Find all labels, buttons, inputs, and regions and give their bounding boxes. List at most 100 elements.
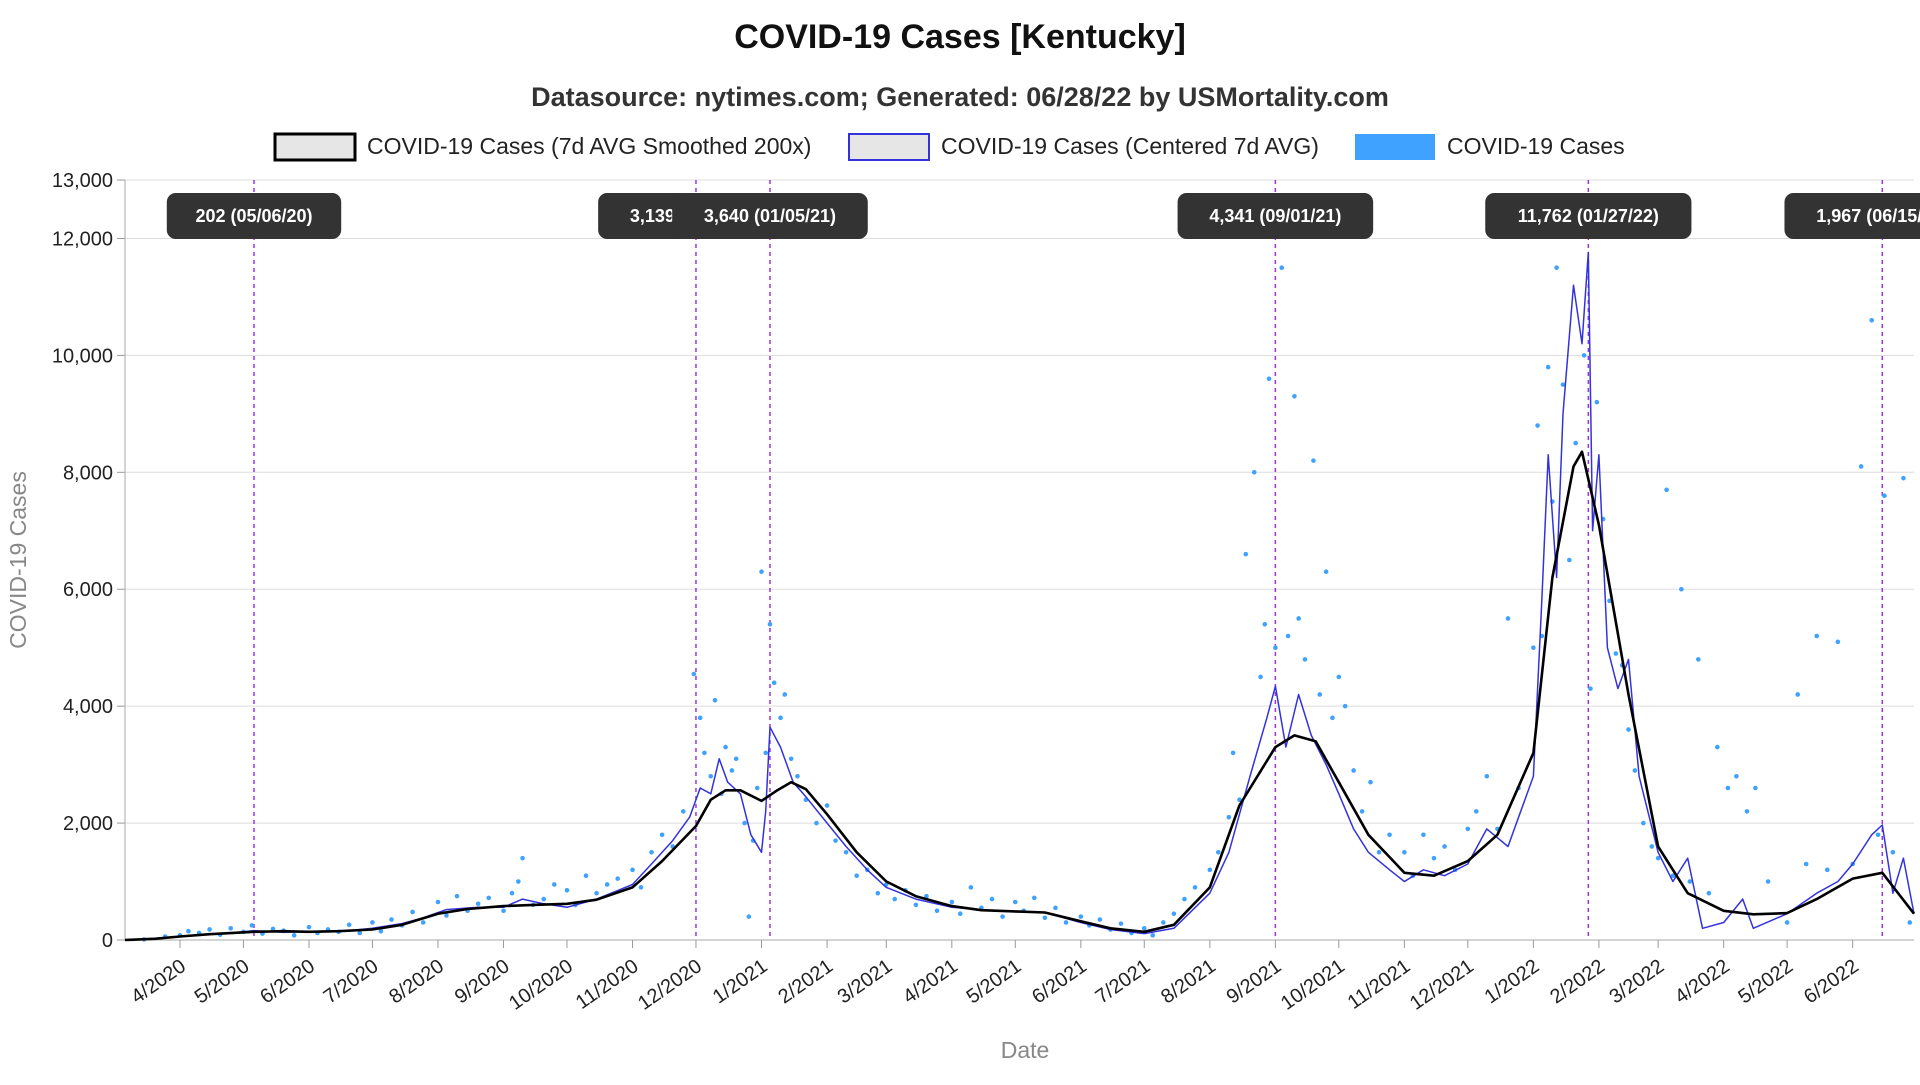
data-point: [1421, 832, 1426, 838]
data-point: [1795, 692, 1800, 697]
data-point: [795, 774, 800, 779]
y-tick-label: 8,000: [63, 462, 113, 484]
chart-legend: COVID-19 Cases (7d AVG Smoothed 200x) COV…: [273, 132, 1625, 162]
annotation-label-box: [166, 193, 342, 239]
annotation-label-text: 4,341 (09/01/21): [1209, 206, 1341, 226]
data-point: [949, 899, 955, 905]
annotation-label-box: [1784, 193, 1920, 239]
data-point: [551, 882, 557, 887]
data-point: [541, 896, 547, 902]
data-point: [1626, 727, 1631, 732]
data-point: [1484, 774, 1490, 779]
data-point: [1207, 867, 1213, 873]
data-point: [604, 882, 610, 887]
data-point: [1012, 899, 1018, 905]
x-tick-label: 8/2021: [1157, 955, 1220, 1008]
data-point: [875, 890, 881, 896]
data-point: [1573, 440, 1578, 446]
data-point: [968, 885, 974, 890]
x-tick-label: 1/2021: [709, 955, 772, 1008]
annotation-label-box: [1485, 193, 1692, 239]
legend-label: COVID-19 Cases (Centered 7d AVG): [941, 133, 1319, 159]
data-point: [1875, 832, 1881, 838]
data-point: [564, 888, 570, 893]
data-point: [1251, 470, 1257, 475]
data-point: [712, 698, 718, 703]
data-point: [788, 756, 794, 762]
data-point: [1560, 382, 1566, 387]
data-point: [1835, 639, 1841, 645]
data-point: [1296, 616, 1301, 621]
data-point: [1226, 814, 1232, 820]
x-tick-label: 2/2022: [1546, 955, 1609, 1008]
y-tick-label: 10,000: [52, 345, 113, 367]
data-point: [1641, 820, 1646, 826]
data-point: [454, 893, 460, 899]
x-tick-label: 9/2021: [1223, 955, 1286, 1008]
x-tick-label: 4/2021: [899, 955, 962, 1008]
data-point: [389, 917, 394, 922]
data-point: [1402, 850, 1407, 855]
data-point: [1342, 703, 1348, 709]
data-point: [410, 909, 415, 915]
data-point: [630, 867, 635, 873]
x-tick-label: 4/2022: [1671, 955, 1734, 1008]
data-point: [814, 820, 819, 826]
data-point: [1302, 657, 1308, 662]
data-point: [1042, 915, 1048, 921]
x-tick-label: 6/2021: [1028, 955, 1091, 1008]
data-point: [486, 895, 492, 901]
legend-swatch-line: [848, 133, 930, 161]
chart-title: COVID-19 Cases [Kentucky]: [734, 18, 1186, 56]
data-point: [1907, 920, 1913, 925]
y-tick-label: 6,000: [63, 579, 113, 601]
data-point: [249, 923, 255, 928]
x-tick-label: 8/2020: [385, 955, 448, 1008]
data-point: [1273, 645, 1278, 650]
data-point: [520, 855, 525, 861]
data-point: [615, 876, 621, 881]
data-point: [763, 750, 769, 756]
data-point: [1679, 586, 1684, 592]
data-point: [1182, 896, 1187, 902]
data-point: [270, 926, 276, 932]
data-point: [1655, 855, 1661, 861]
data-point: [1053, 905, 1058, 911]
data-point: [1279, 265, 1285, 270]
data-point: [782, 692, 788, 697]
annotation-labels: 202 (05/06/20)3,139 (12/01/20)3,640 (01/…: [166, 193, 1920, 239]
data-point: [1078, 914, 1084, 919]
y-tick-label: 12,000: [52, 228, 113, 250]
data-point: [1431, 855, 1437, 861]
data-point: [1706, 890, 1712, 896]
data-point: [843, 850, 849, 855]
legend-label: COVID-19 Cases: [1447, 133, 1625, 159]
data-point: [501, 908, 506, 914]
x-tick-label: 2/2021: [774, 955, 837, 1008]
annotation-label-text: 1,967 (06/15/22): [1816, 206, 1920, 226]
data-point: [759, 569, 764, 574]
data-point: [583, 873, 589, 878]
data-point: [1535, 423, 1540, 428]
data-point: [1581, 353, 1587, 358]
data-point: [1387, 832, 1392, 838]
y-tick-label: 4,000: [63, 696, 113, 718]
data-point: [346, 922, 352, 928]
x-tick-label: 6/2020: [256, 955, 319, 1008]
data-point: [1753, 785, 1758, 791]
data-point: [1323, 569, 1329, 574]
annotation-label-box: [672, 193, 868, 239]
data-point: [1858, 464, 1864, 469]
data-point: [1330, 715, 1335, 721]
data-point: [1160, 920, 1166, 925]
data-point: [1171, 911, 1177, 916]
data-point: [1594, 399, 1600, 405]
data-point: [1266, 376, 1272, 382]
chart-grid: [125, 179, 1914, 941]
data-point: [1311, 458, 1316, 463]
data-point: [594, 890, 599, 896]
data-point: [659, 832, 665, 838]
data-point: [824, 803, 830, 808]
